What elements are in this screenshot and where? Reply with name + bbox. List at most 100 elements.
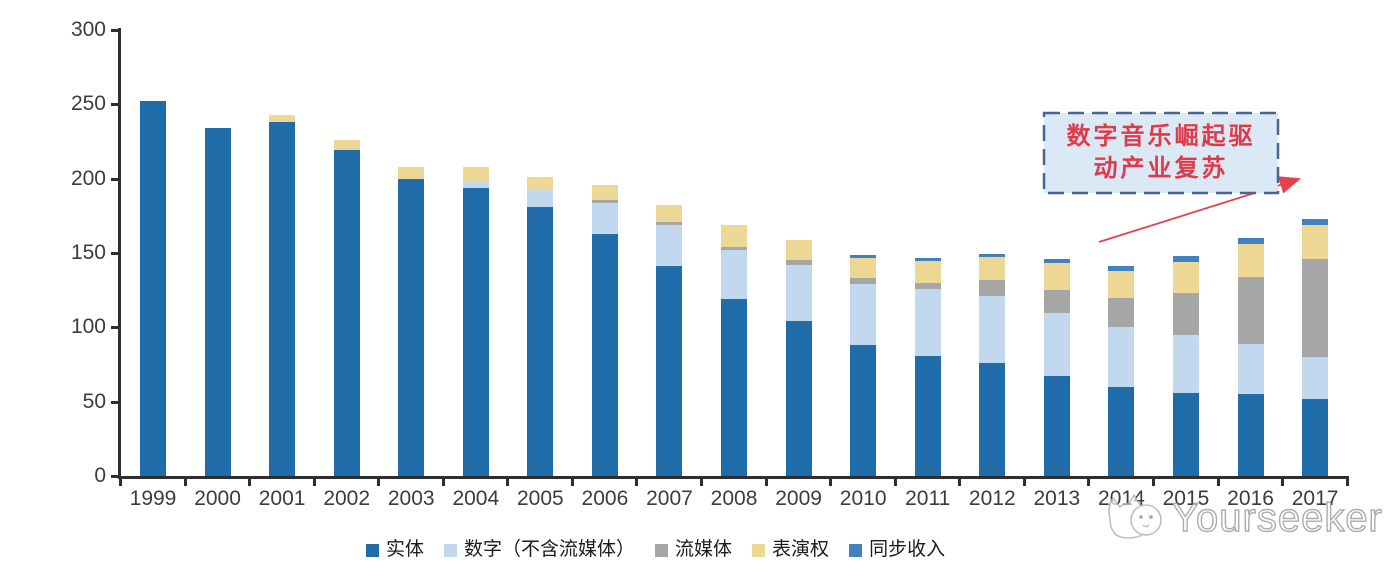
bar-2009-streaming [785, 260, 812, 265]
bar-2010 [850, 254, 877, 476]
legend-item-sync: 同步收入 [849, 540, 945, 560]
bar-2015-sync [1172, 256, 1199, 262]
x-axis-tick [1281, 479, 1285, 486]
bar-2011-physical [914, 355, 941, 476]
bar-2015-performance-rights [1172, 261, 1199, 294]
bar-2006-streaming [591, 199, 618, 203]
bar-2008-performance-rights [721, 224, 748, 248]
x-axis-label-2009: 2009 [775, 487, 822, 510]
x-axis-tick [1345, 479, 1349, 486]
x-axis-label-2005: 2005 [517, 487, 564, 510]
y-axis [118, 28, 121, 479]
legend-swatch-digital [444, 543, 458, 557]
x-axis-tick [700, 479, 704, 486]
bar-2017-performance-rights [1302, 224, 1329, 260]
bar-2016 [1237, 238, 1264, 476]
x-axis-label-2002: 2002 [323, 487, 371, 510]
x-axis-tick [441, 479, 445, 486]
bar-2013-physical [1043, 376, 1070, 476]
y-axis-tick-label: 200 [70, 166, 106, 190]
bar-2011-performance-rights [914, 260, 941, 283]
x-axis-label-2017: 2017 [1291, 487, 1339, 510]
bar-2017-physical [1302, 398, 1329, 476]
bar-2016-digital-excl-streaming [1237, 343, 1264, 395]
y-axis-tick [111, 177, 119, 181]
x-axis-tick [248, 479, 252, 486]
x-axis-label-1999: 1999 [129, 487, 177, 510]
x-axis-tick [635, 479, 639, 486]
bar-2012-digital-excl-streaming [979, 296, 1006, 363]
bar-2002-physical [333, 150, 360, 476]
x-axis-tick [764, 479, 768, 486]
legend-label-streaming: 流媒体 [675, 539, 733, 560]
bar-2005 [527, 177, 554, 476]
legend-swatch-streaming [655, 543, 669, 557]
bar-2009-physical [785, 321, 812, 476]
bar-2014 [1108, 266, 1135, 476]
legend-item-physical: 实体 [366, 540, 424, 560]
x-axis-tick [1151, 479, 1155, 486]
legend-swatch-physical [366, 543, 379, 557]
bar-2006-performance-rights [591, 184, 618, 200]
bar-2004-digital-excl-streaming [462, 181, 489, 188]
y-axis-tick-label: 250 [70, 92, 106, 116]
x-axis-label-2011: 2011 [905, 487, 951, 510]
bar-2016-streaming [1237, 276, 1264, 344]
bar-2016-physical [1237, 394, 1264, 476]
bar-2010-physical [850, 345, 877, 476]
bar-2008-streaming [721, 247, 748, 251]
bar-2010-streaming [850, 278, 877, 285]
bar-2011 [914, 257, 941, 476]
x-axis-label-2012: 2012 [968, 487, 1016, 510]
x-axis-label-2015: 2015 [1162, 487, 1210, 510]
bar-2006-physical [591, 233, 618, 476]
bar-2006-digital-excl-streaming [591, 202, 618, 234]
legend-item-streaming: 流媒体 [655, 540, 732, 560]
bar-2001 [269, 114, 296, 476]
bar-2004-physical [462, 187, 489, 476]
bar-2017-digital-excl-streaming [1302, 357, 1329, 399]
x-axis-tick [312, 479, 316, 486]
bar-2013-streaming [1043, 290, 1070, 313]
x-axis-tick [1216, 479, 1220, 486]
bar-2011-sync [914, 257, 941, 261]
x-axis-tick [570, 479, 574, 486]
bar-2015 [1172, 256, 1199, 476]
bar-2005-digital-excl-streaming [527, 189, 554, 207]
x-axis-label-2014: 2014 [1098, 487, 1145, 510]
bar-2010-sync [850, 254, 877, 258]
x-axis-label-2016: 2016 [1227, 487, 1274, 510]
legend-label-digital: 数字（不含流媒体） [464, 539, 636, 560]
bar-2010-performance-rights [850, 257, 877, 279]
bar-2017-sync [1302, 218, 1329, 225]
bar-2010-digital-excl-streaming [850, 284, 877, 346]
bar-2013-sync [1043, 258, 1070, 264]
x-axis-tick [377, 479, 381, 486]
bar-2009 [785, 239, 812, 476]
bar-2014-sync [1108, 266, 1135, 271]
y-axis-tick [111, 252, 119, 255]
bar-2006 [591, 184, 618, 476]
bar-2007-digital-excl-streaming [656, 224, 683, 267]
y-axis-tick-label: 50 [82, 389, 106, 413]
bar-2004-performance-rights [462, 166, 489, 182]
x-axis-tick [1087, 479, 1091, 486]
legend: 实体 数字（不含流媒体） 流媒体 表演权 同步收入 [366, 540, 945, 560]
bar-2017-streaming [1302, 259, 1329, 358]
legend-swatch-performance [752, 543, 766, 557]
y-axis-tick [111, 29, 119, 32]
bar-2014-performance-rights [1108, 270, 1135, 298]
y-axis-tick [111, 103, 119, 107]
bar-2014-streaming [1108, 297, 1135, 328]
bar-2007-physical [656, 266, 683, 476]
legend-label-sync: 同步收入 [869, 539, 946, 560]
bar-2009-performance-rights [785, 239, 812, 261]
y-axis-tick-label: 100 [70, 315, 106, 339]
legend-label-physical: 实体 [386, 539, 425, 560]
x-axis-tick [183, 479, 187, 486]
x-axis-label-2001: 2001 [258, 487, 306, 510]
bar-2002 [333, 140, 360, 476]
bar-1999 [140, 101, 166, 476]
y-axis-tick-label: 300 [70, 18, 106, 41]
